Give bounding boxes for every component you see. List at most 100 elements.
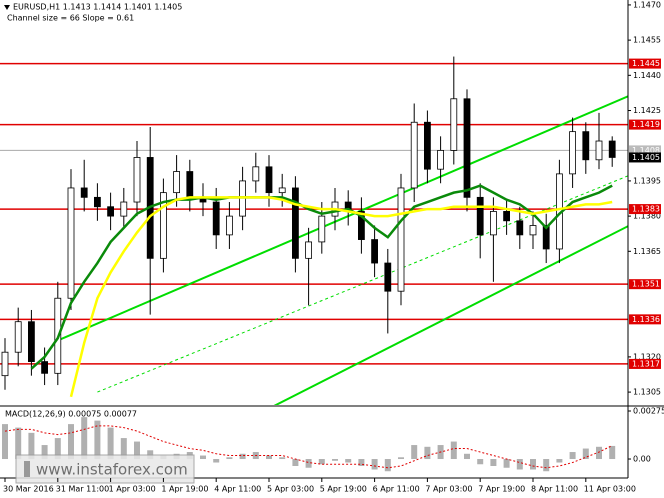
macd-bar [398, 457, 404, 460]
macd-bar [134, 441, 140, 460]
watermark-icon [24, 461, 30, 477]
candle-body [516, 220, 524, 236]
level-label: 1.1383 [632, 205, 660, 214]
macd-bar [279, 457, 286, 460]
x-tick-label: 8 Apr 11:00 [531, 485, 578, 494]
candle-body [450, 98, 458, 151]
level-tag [629, 119, 661, 130]
candle-body [397, 187, 405, 292]
macd-bar [424, 446, 431, 460]
macd-bar [582, 448, 589, 460]
macd-bar [345, 459, 352, 463]
candle-body [14, 321, 22, 353]
macd-bar [54, 438, 61, 460]
y-tick-label: 1.1395 [633, 176, 661, 185]
candle-body [265, 166, 273, 194]
x-tick-label: 1 Apr 19:00 [161, 485, 208, 494]
candle-body [410, 121, 418, 189]
bid-label: 1.1408 [632, 146, 660, 155]
macd-bar [384, 459, 391, 472]
candle-body [186, 171, 194, 198]
level-label: 1.1445 [632, 59, 660, 68]
candle-body [542, 225, 550, 250]
candle-body [212, 201, 220, 236]
y-tick-label: 0.00275 [633, 407, 664, 416]
candle-body [476, 196, 484, 236]
x-tick-label: 5 Apr 03:00 [267, 485, 314, 494]
x-tick-label: 5 Apr 19:00 [320, 485, 367, 494]
candle-body [225, 215, 233, 236]
bid-tag [629, 145, 661, 156]
x-tick-label: 6 Apr 11:00 [373, 485, 420, 494]
macd-bar [556, 459, 563, 463]
macd-bar [411, 445, 418, 460]
macd-bar [596, 446, 602, 460]
x-tick-label: 31 Mar 11:00 [56, 485, 109, 494]
y-tick-label: 1.1455 [633, 36, 661, 45]
y-tick-label: 1.1440 [633, 71, 661, 80]
macd-bar [68, 424, 74, 460]
candle-body [503, 211, 511, 222]
macd-bar [292, 459, 299, 467]
y-tick-label: 1.1320 [633, 352, 661, 361]
candle-body [173, 171, 181, 194]
macd-bar [239, 453, 246, 460]
x-tick-label: 1 Apr 03:00 [109, 485, 156, 494]
candle-body [94, 196, 101, 208]
x-tick-label: 4 Apr 11:00 [214, 485, 261, 494]
channel-line [97, 175, 628, 393]
x-tick-label: 30 Mar 2016 [3, 485, 54, 494]
macd-bar [464, 453, 470, 460]
macd-title: MACD(12,26,9) 0.00075 0.00077 [5, 410, 137, 419]
menu-icon[interactable] [4, 5, 10, 10]
macd-bar [15, 427, 22, 460]
chart-subtitle: Channel size = 66 Slope = 0.61 [7, 14, 134, 23]
candle-body [305, 241, 313, 259]
watermark: www.instaforex.com [15, 454, 195, 484]
macd-bar [213, 459, 220, 463]
candle-body [463, 98, 471, 198]
moving-average [30, 184, 613, 370]
candle-body [1, 351, 9, 377]
macd-bar [318, 459, 325, 465]
macd-bar [120, 438, 127, 460]
macd-bar [81, 417, 88, 460]
candle-body [120, 201, 128, 217]
candle-body [318, 215, 326, 243]
macd-bar [41, 445, 48, 460]
candle-body [27, 321, 35, 362]
watermark-text: www.instaforex.com [36, 461, 188, 479]
candle-body [159, 192, 167, 259]
candle-body [41, 361, 48, 374]
y-tick-label: 1.1365 [633, 247, 661, 256]
macd-bar [450, 441, 457, 460]
chart-title: EURUSD,H1 1.1413 1.1414 1.1401 1.1405 [13, 3, 182, 12]
channel-line [273, 225, 628, 405]
macd-bar [200, 455, 206, 460]
candle-body [608, 140, 616, 158]
x-tick-label: 7 Apr 03:00 [425, 485, 472, 494]
candle-body [437, 150, 445, 170]
candle-body [291, 187, 299, 259]
candle-body [423, 121, 431, 170]
macd-bar [332, 459, 338, 461]
candle-body [67, 187, 75, 299]
macd-bar [371, 459, 378, 470]
level-label: 1.1336 [632, 315, 660, 324]
y-tick-label: 0.00 [633, 455, 651, 464]
candle-body [529, 225, 537, 236]
macd-bar [569, 452, 576, 460]
last-label: 1.1405 [632, 153, 660, 162]
level-tag [629, 58, 661, 69]
level-tag [629, 358, 661, 369]
candle-body [489, 211, 497, 236]
candle-body [252, 166, 260, 182]
macd-panel [2, 417, 616, 472]
candle-body [569, 131, 576, 175]
level-tag [629, 314, 661, 325]
macd-bar [107, 427, 114, 460]
candle-body [133, 157, 141, 203]
level-tag [629, 204, 661, 215]
